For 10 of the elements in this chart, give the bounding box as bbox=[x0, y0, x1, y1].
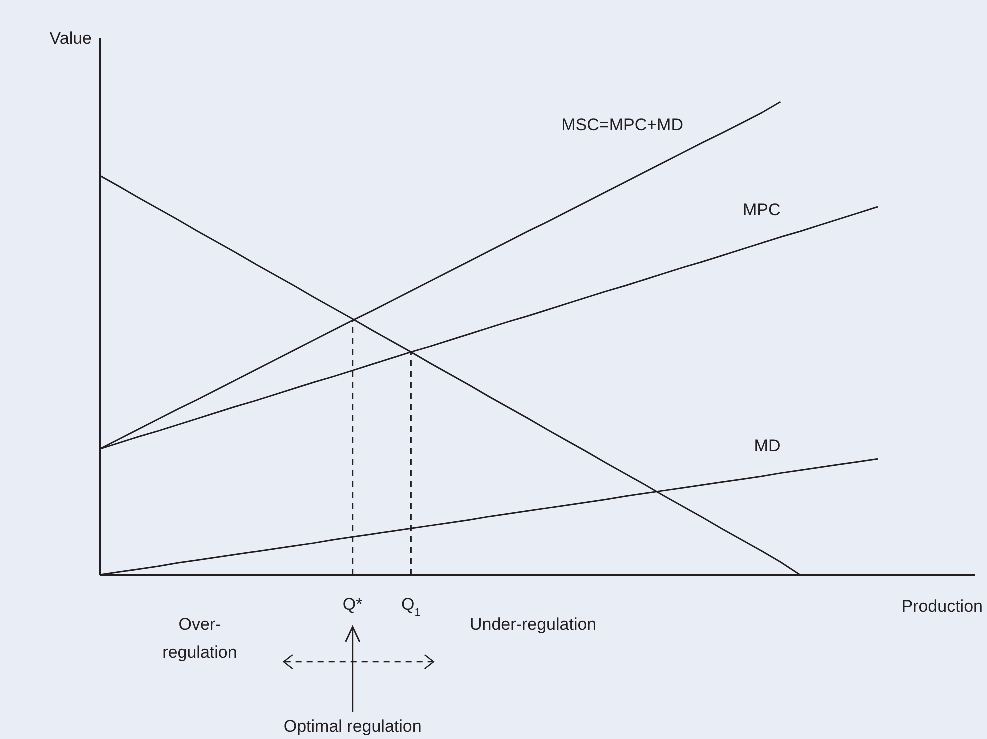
x-tick-label: Q* bbox=[342, 595, 364, 614]
series-label: MSC=MPC+MD bbox=[562, 116, 684, 135]
x-tick-label: Q$_{1}$ bbox=[402, 595, 421, 619]
text: Over- regulation bbox=[162, 615, 238, 662]
text: Optimal regulation bbox=[284, 717, 422, 736]
text: Under-regulation bbox=[470, 615, 597, 634]
series-label: MPC bbox=[742, 200, 781, 220]
y-axis-title: Value bbox=[50, 29, 92, 48]
series-label: MD bbox=[754, 436, 781, 456]
x-axis-title: Production bbox=[902, 597, 983, 616]
